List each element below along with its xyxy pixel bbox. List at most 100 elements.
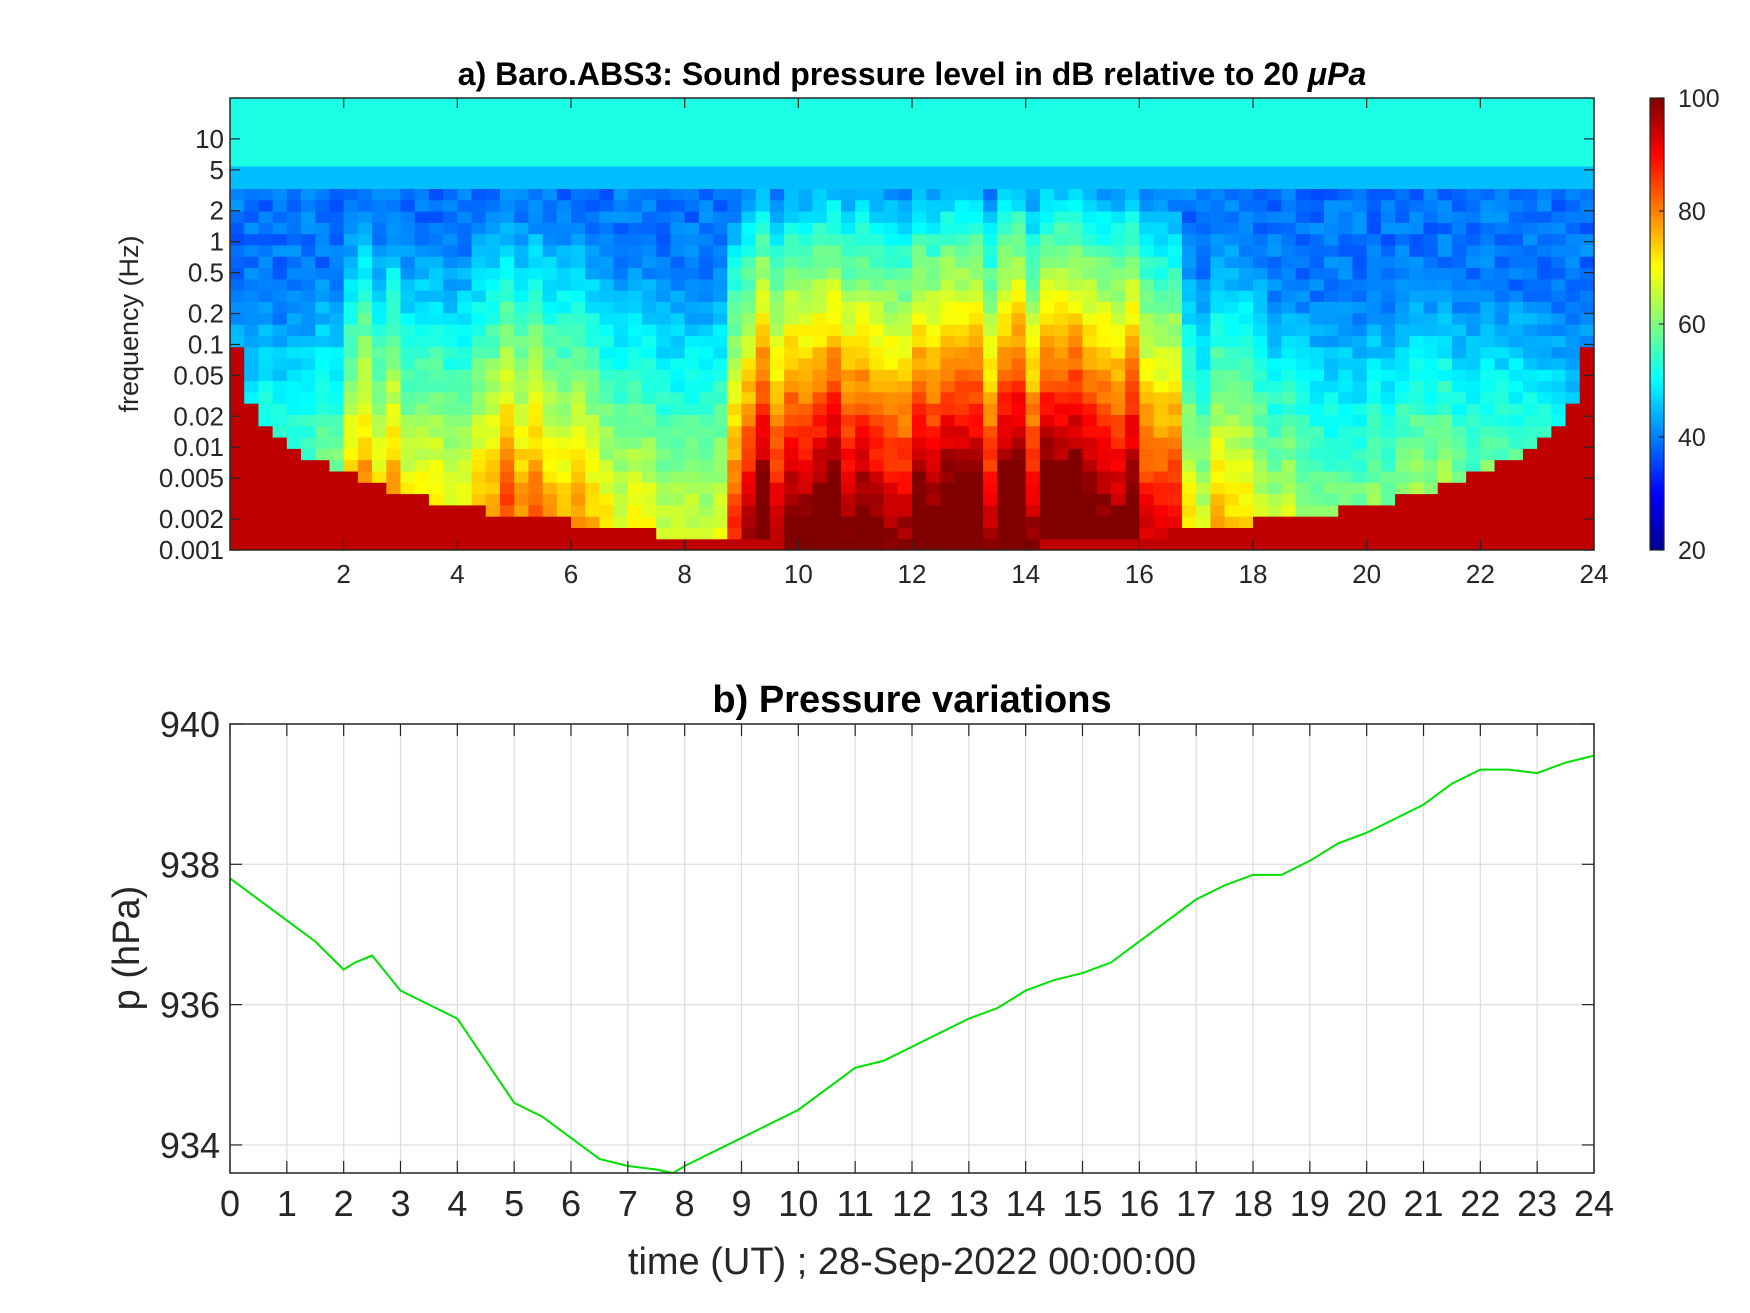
- heatmap-cell: [741, 414, 757, 427]
- heatmap-cell: [400, 538, 416, 550]
- heatmap-cell: [1437, 154, 1453, 167]
- heatmap-cell: [1181, 482, 1197, 495]
- heatmap-cell: [698, 527, 714, 540]
- x-tick-label: 2: [336, 559, 350, 589]
- heatmap-cell: [428, 199, 444, 212]
- heatmap-cell: [1508, 516, 1524, 528]
- heatmap-cell: [1295, 98, 1311, 110]
- heatmap-cell: [1267, 290, 1283, 302]
- heatmap-cell: [230, 109, 245, 122]
- heatmap-cell: [798, 177, 814, 189]
- heatmap-cell: [954, 199, 970, 212]
- y-tick-label: 0.05: [173, 360, 224, 390]
- heatmap-cell: [926, 527, 942, 540]
- heatmap-cell: [1352, 403, 1368, 415]
- heatmap-cell: [414, 493, 430, 506]
- heatmap-cell: [741, 177, 757, 189]
- heatmap-cell: [1352, 335, 1368, 348]
- heatmap-cell: [414, 143, 430, 156]
- heatmap-cell: [514, 391, 529, 404]
- heatmap-cell: [1309, 211, 1325, 223]
- heatmap-cell: [926, 211, 942, 223]
- heatmap-cell: [1011, 233, 1027, 246]
- heatmap-cell: [329, 98, 345, 110]
- heatmap-cell: [1096, 131, 1112, 144]
- heatmap-cell: [1281, 222, 1297, 235]
- heatmap-cell: [1480, 414, 1496, 427]
- heatmap-cell: [315, 380, 331, 393]
- heatmap-cell: [1096, 98, 1112, 110]
- heatmap-cell: [1522, 380, 1538, 393]
- heatmap-cell: [457, 516, 473, 528]
- heatmap-cell: [1181, 211, 1197, 223]
- heatmap-cell: [940, 222, 956, 235]
- heatmap-cell: [485, 324, 501, 336]
- heatmap-cell: [1210, 188, 1226, 201]
- heatmap-cell: [1395, 211, 1410, 223]
- heatmap-cell: [499, 222, 515, 235]
- heatmap-cell: [1423, 301, 1439, 314]
- heatmap-cell: [542, 278, 558, 291]
- heatmap-cell: [258, 131, 274, 144]
- heatmap-cell: [542, 188, 558, 201]
- heatmap-cell: [1466, 335, 1481, 348]
- heatmap-cell: [414, 380, 430, 393]
- heatmap-cell: [1494, 538, 1510, 550]
- heatmap-cell: [1480, 188, 1496, 201]
- heatmap-cell: [1267, 459, 1283, 472]
- heatmap-cell: [713, 516, 728, 528]
- heatmap-cell: [627, 211, 643, 223]
- heatmap-cell: [542, 504, 558, 517]
- heatmap-cell: [1366, 414, 1382, 427]
- heatmap-cell: [1039, 437, 1055, 449]
- heatmap-cell: [741, 527, 757, 540]
- heatmap-cell: [940, 470, 956, 483]
- heatmap-cell: [1025, 154, 1041, 167]
- heatmap-cell: [357, 516, 373, 528]
- heatmap-cell: [514, 324, 529, 336]
- heatmap-cell: [940, 335, 956, 348]
- heatmap-cell: [613, 120, 629, 133]
- heatmap-cell: [1196, 301, 1211, 314]
- heatmap-cell: [1039, 256, 1055, 269]
- heatmap-cell: [1125, 256, 1140, 269]
- x-tick-label: 23: [1517, 1183, 1557, 1224]
- heatmap-cell: [1366, 256, 1382, 269]
- heatmap-cell: [1253, 448, 1268, 461]
- heatmap-cell: [230, 380, 245, 393]
- heatmap-cell: [741, 143, 757, 156]
- heatmap-cell: [713, 380, 728, 393]
- heatmap-cell: [542, 256, 558, 269]
- heatmap-cell: [357, 267, 373, 280]
- heatmap-cell: [1309, 290, 1325, 302]
- heatmap-cell: [755, 177, 771, 189]
- heatmap-cell: [1054, 504, 1069, 517]
- heatmap-cell: [514, 154, 529, 167]
- heatmap-cell: [684, 233, 700, 246]
- heatmap-cell: [656, 470, 672, 483]
- heatmap-cell: [883, 267, 899, 280]
- heatmap-cell: [684, 98, 700, 110]
- heatmap-cell: [613, 459, 629, 472]
- heatmap-cell: [1366, 120, 1382, 133]
- heatmap-cell: [1338, 131, 1354, 144]
- heatmap-cell: [869, 369, 885, 382]
- heatmap-cell: [1451, 470, 1467, 483]
- heatmap-cell: [997, 177, 1013, 189]
- heatmap-cell: [1281, 459, 1297, 472]
- heatmap-cell: [1480, 98, 1496, 110]
- heatmap-cell: [769, 403, 785, 415]
- heatmap-cell: [727, 380, 743, 393]
- heatmap-cell: [556, 391, 572, 404]
- heatmap-cell: [428, 391, 444, 404]
- heatmap-cell: [1466, 448, 1481, 461]
- heatmap-cell: [414, 391, 430, 404]
- heatmap-cell: [642, 312, 657, 325]
- heatmap-cell: [1324, 290, 1339, 302]
- heatmap-cell: [1039, 538, 1055, 550]
- heatmap-cell: [1537, 222, 1552, 235]
- heatmap-cell: [883, 482, 899, 495]
- heatmap-cell: [428, 143, 444, 156]
- heatmap-cell: [1480, 516, 1496, 528]
- heatmap-cell: [968, 470, 984, 483]
